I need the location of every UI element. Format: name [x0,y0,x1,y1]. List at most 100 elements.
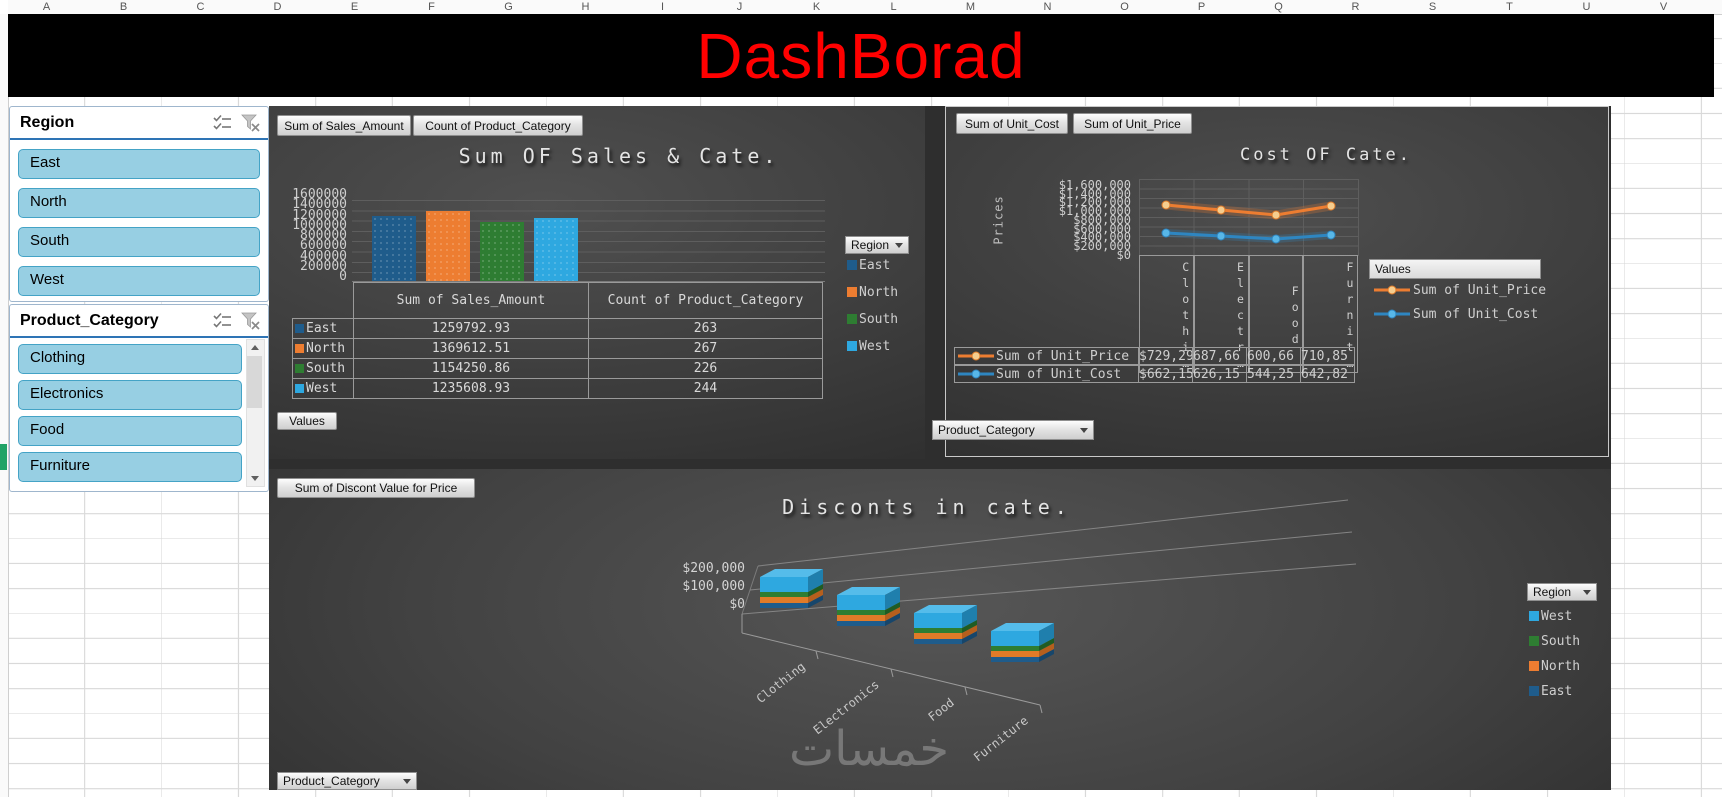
product-category-slicer-item[interactable]: Furniture [18,452,242,482]
east-swatch-icon [847,260,857,270]
column-header[interactable]: J [736,1,743,13]
column-header[interactable]: T [1506,1,1513,13]
unit-cost-field-button[interactable]: Sum of Unit_Cost [956,113,1068,134]
column-header[interactable]: U [1582,1,1591,13]
sales-amount-field-button[interactable]: Sum of Sales_Amount [277,115,411,136]
product-category-slicer-header: Product_Category [10,305,268,338]
multiselect-icon[interactable] [212,312,232,330]
column-header[interactable]: A [42,1,51,13]
y-tick: 800000 [300,228,347,244]
column-header[interactable]: P [1197,1,1206,13]
category-label: Food [925,695,956,724]
chevron-down-icon [1080,427,1088,433]
slicer-scrollbar[interactable] [246,339,265,487]
column-header[interactable]: D [273,1,282,13]
price-line-icon [958,351,994,361]
product-category-slicer-item[interactable]: Clothing [18,344,242,374]
product-category-slicer-item[interactable]: Electronics [18,380,242,410]
column-header[interactable]: B [119,1,128,13]
sales-chart-panel: Sum of Sales_Amount Count of Product_Cat… [269,106,925,459]
khamsat-watermark: خمسات [788,721,950,777]
row-label: West [306,381,338,396]
dropdown-label: Product_Category [938,423,1035,437]
count-value: 226 [588,358,823,379]
discount-chart-panel: Sum of Discont Value for Price Disconts … [269,469,1611,790]
category-label: Furnit… [1303,255,1358,373]
legend-item: Sum of Unit_Cost [1374,307,1538,322]
column-header[interactable]: F [428,1,435,13]
product-category-count-field-button[interactable]: Count of Product_Category [413,115,583,136]
y-tick: $0 [1116,247,1131,262]
column-header[interactable]: R [1351,1,1360,13]
row-label: North [306,341,346,356]
legend-item: South [847,312,898,327]
column-header[interactable]: N [1043,1,1052,13]
column-header[interactable]: L [890,1,897,13]
region-legend-dropdown[interactable]: Region [1527,583,1597,601]
scroll-down-button[interactable] [247,471,262,486]
dropdown-label: Region [1533,585,1572,599]
banner-title: DashBorad [696,19,1026,92]
selected-row-indicator [0,444,7,470]
y-tick: $600,000 [1073,221,1131,236]
legend-item: West [1529,609,1572,624]
column-header[interactable]: C [196,1,205,13]
region-slicer-item[interactable]: West [18,266,260,296]
north-swatch-icon [1529,661,1539,671]
unit-price-field-button[interactable]: Sum of Unit_Price [1073,113,1192,134]
cost-chart-title: Cost OF Cate. [1239,145,1413,165]
product-category-slicer: Product_Category Clothing Electronics Fo… [9,304,269,492]
count-value: 244 [588,378,823,399]
column-header[interactable]: O [1120,1,1129,13]
south-swatch-icon [295,364,304,373]
column-header[interactable]: M [965,1,976,13]
region-slicer-item[interactable]: North [18,188,260,218]
scroll-thumb[interactable] [247,356,262,408]
region-slicer: Region East North South West [9,106,269,302]
stacked-3d-bar [837,587,900,626]
stacked-3d-bar [991,623,1054,662]
column-header[interactable]: S [1428,1,1437,13]
row-label: East [306,321,338,336]
column-header[interactable]: I [660,1,665,13]
region-slicer-title: Region [20,113,75,131]
category-label: Food [1248,255,1304,373]
sales-value: 1369612.51 [353,338,589,359]
sales-table: Sum of Sales_Amount Count of Product_Cat… [292,282,823,399]
product-category-dropdown[interactable]: Product_Category [932,420,1094,440]
column-headers: A B C D E F G H I J K L M N O P Q R S T … [8,0,1722,15]
price-value: $729,29 [1138,347,1194,365]
scroll-up-button[interactable] [247,340,262,355]
column-header[interactable]: G [504,1,513,13]
clear-filter-icon[interactable] [240,312,260,330]
south-swatch-icon [847,314,857,324]
column-header[interactable]: E [350,1,359,13]
column-header[interactable]: Q [1274,1,1283,13]
sales-bar [426,211,470,281]
column-header[interactable]: H [581,1,590,13]
region-legend-dropdown[interactable]: Region [845,236,909,254]
dropdown-label: Product_Category [283,774,380,788]
clear-filter-icon[interactable] [240,114,260,132]
column-header[interactable]: V [1659,1,1668,13]
product-category-slicer-item[interactable]: Food [18,416,242,446]
values-field-button[interactable]: Values [277,412,337,430]
chevron-down-icon [1583,589,1591,595]
east-swatch-icon [1529,686,1539,696]
cost-y-axis-labels: $1,600,000 $1,400,000 $1,200,000 $1,000,… [1034,179,1131,262]
column-header[interactable]: K [812,1,821,13]
discount-value-field-button[interactable]: Sum of Discont Value for Price [277,478,475,498]
legend-item: South [1529,634,1580,649]
gridlines [352,200,825,282]
region-slicer-item[interactable]: South [18,227,260,257]
multiselect-icon[interactable] [212,114,232,132]
cost-value: $662,15 [1138,365,1194,383]
legend-item: Sum of Unit_Price [1374,283,1546,298]
region-slicer-item[interactable]: East [18,149,260,179]
dropdown-label: Region [851,238,890,252]
product-category-dropdown[interactable]: Product_Category [277,772,417,790]
values-legend-header-button[interactable]: Values [1369,259,1541,279]
y-tick: 400000 [300,248,347,264]
table-col-header: Sum of Sales_Amount [353,282,589,319]
